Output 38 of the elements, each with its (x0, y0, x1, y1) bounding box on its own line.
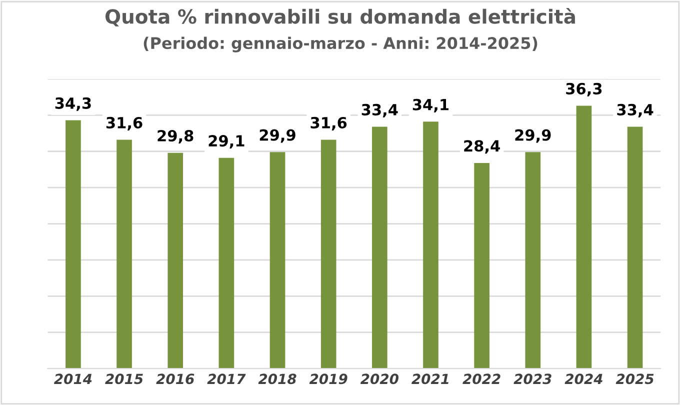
bar (270, 152, 286, 369)
x-tick-label: 2022 (462, 374, 500, 384)
data-label: 29,8 (158, 130, 194, 144)
chart-title: Quota % rinnovabili su domanda elettricità (106, 8, 575, 26)
data-label: 28,4 (464, 140, 500, 154)
x-tick-label: 2025 (616, 374, 654, 384)
data-label: 29,1 (208, 135, 244, 149)
x-tick-label: 2015 (105, 374, 143, 384)
x-tick-label: 2018 (258, 374, 296, 384)
x-tick-label: 2019 (309, 374, 348, 384)
data-label: 34,1 (412, 98, 449, 112)
bar (372, 126, 388, 369)
bar (116, 140, 132, 369)
bar (576, 106, 592, 369)
bar (66, 120, 81, 369)
x-tick-label: 2014 (54, 374, 92, 384)
x-tick-label: 2024 (564, 374, 602, 384)
data-label: 34,3 (55, 97, 91, 111)
bar (320, 140, 336, 369)
x-tick-label: 2023 (514, 374, 552, 384)
data-label: 33,4 (362, 104, 398, 118)
data-label: 36,3 (566, 82, 602, 96)
data-label: 29,9 (260, 129, 296, 143)
bar (474, 162, 490, 369)
x-tick-label: 2017 (207, 374, 246, 384)
data-label: 29,9 (515, 129, 551, 143)
x-tick-label: 2016 (156, 374, 194, 384)
data-label: 31,6 (310, 116, 347, 130)
chart-subtitle: (Periodo: gennaio-marzo - Anni: 2014-2025) (144, 36, 538, 52)
bar (423, 122, 438, 369)
bar (218, 158, 234, 369)
x-tick-label: 2021 (412, 374, 448, 384)
bar (525, 152, 541, 369)
bar (627, 126, 643, 369)
data-label: 31,6 (106, 116, 142, 130)
bar (168, 152, 184, 369)
x-tick-label: 2020 (360, 374, 398, 384)
data-label: 33,4 (617, 104, 654, 118)
